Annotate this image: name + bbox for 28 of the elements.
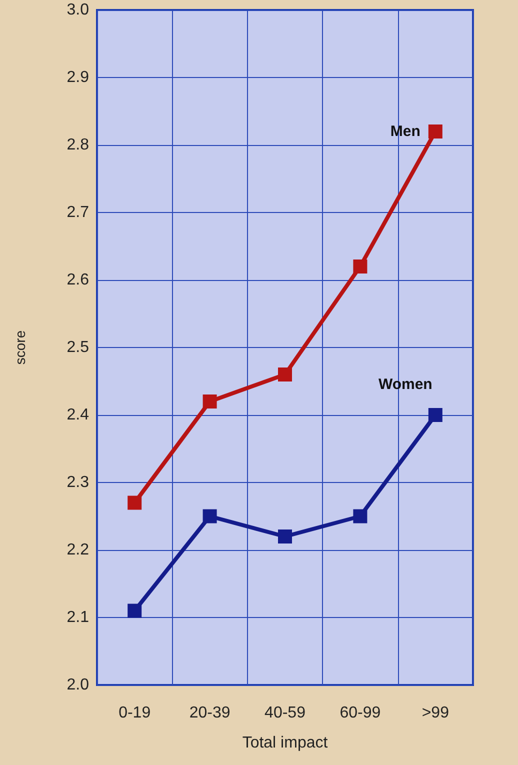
y-tick-label: 2.8 xyxy=(66,136,90,154)
point xyxy=(128,604,142,618)
point xyxy=(202,509,217,524)
point xyxy=(353,509,368,524)
point xyxy=(353,260,368,274)
y-tick-label: 2.7 xyxy=(66,204,90,221)
y-tick-label: 2.4 xyxy=(66,406,90,424)
y-tick-label: 2.6 xyxy=(66,272,90,288)
x-tick-label: 40-59 xyxy=(264,704,306,722)
y-tick-label: 2.5 xyxy=(66,339,90,356)
y-tick-label: 2.0 xyxy=(66,676,90,694)
point xyxy=(428,124,442,138)
point xyxy=(128,496,142,510)
x-axis-title: Total impact xyxy=(242,734,328,752)
y-tick-label: 2.9 xyxy=(66,69,90,86)
point xyxy=(428,408,442,422)
y-axis-title: score xyxy=(12,330,28,365)
x-tick-label: 60-99 xyxy=(340,704,381,722)
point xyxy=(278,530,292,544)
y-tick-label: 2.1 xyxy=(66,609,90,626)
x-tick-label: 0-19 xyxy=(118,704,151,722)
x-tick-label: 20-39 xyxy=(189,704,230,722)
y-tick-label: 2.2 xyxy=(66,542,90,558)
y-tick-label: 2.3 xyxy=(66,474,90,491)
y-tick-label: 3.0 xyxy=(66,2,90,18)
point xyxy=(278,368,292,382)
x-tick-label: >99 xyxy=(422,704,450,722)
point xyxy=(202,394,217,408)
